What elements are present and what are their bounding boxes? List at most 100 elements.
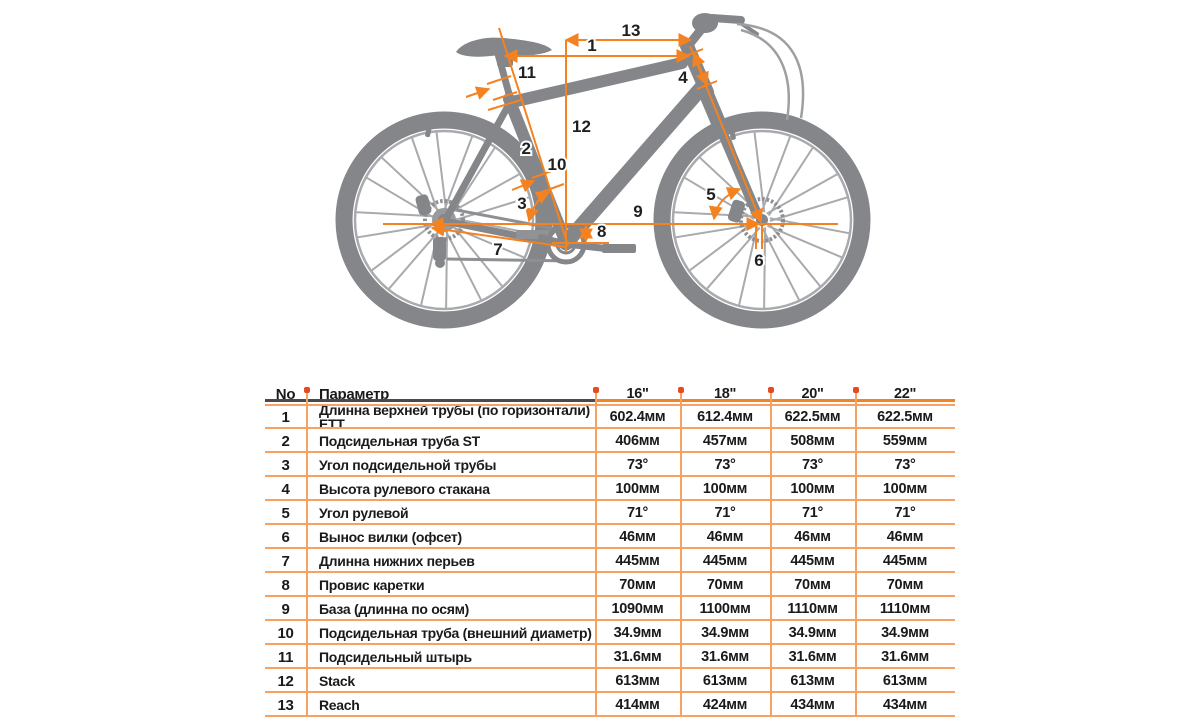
row-param: База (длинна по осям) [319, 601, 470, 617]
row-param: Провис каретки [319, 577, 425, 593]
seat-tube [503, 93, 572, 249]
column-divider [770, 388, 772, 717]
cell: 100мм [790, 480, 835, 497]
cell: 71° [714, 504, 736, 521]
cell: 613мм [615, 672, 660, 689]
dim-label-3: 3 [517, 194, 526, 213]
cell: 1110мм [879, 600, 931, 617]
cell: 73° [626, 456, 649, 473]
cell: 1110мм [787, 600, 838, 617]
cell: 46мм [706, 528, 744, 545]
cell: 31.6мм [701, 648, 749, 665]
rear-wheel [335, 111, 553, 329]
cockpit [456, 13, 805, 121]
cell: 71° [801, 504, 824, 521]
cell: 622.5мм [877, 408, 933, 425]
top-tube [506, 57, 688, 108]
header-size-20: 20" [801, 385, 824, 402]
header-underline-orange [595, 399, 955, 402]
row-no: 4 [281, 480, 290, 498]
row-param: Длинна нижних перьев [319, 553, 475, 569]
geometry-table: No Параметр 16" 18" 20" 22" 1 Длинна вер… [265, 383, 955, 719]
header-underline-full [265, 404, 955, 406]
dim-label-7: 7 [493, 240, 502, 259]
saddle [456, 37, 552, 57]
row-no: 1 [281, 408, 290, 426]
front-wheel [653, 111, 871, 329]
geometry-table-grid: No Параметр 16" 18" 20" 22" 1 Длинна вер… [265, 383, 955, 719]
cell: 434мм [790, 696, 835, 713]
cell: 445мм [615, 552, 660, 569]
row-no: 13 [277, 696, 294, 714]
cell: 613мм [790, 672, 835, 689]
column-dot-icon [678, 387, 684, 393]
cell: 70мм [619, 576, 656, 593]
cell: 34.9мм [613, 624, 662, 641]
cell: 73° [894, 456, 916, 473]
pedal [602, 244, 636, 253]
row-param: Высота рулевого стакана [319, 481, 490, 497]
cell: 445мм [790, 552, 835, 569]
header-size-18: 18" [713, 385, 737, 402]
cell: 434мм [882, 696, 928, 713]
row-no: 3 [281, 456, 290, 474]
row-no: 7 [281, 552, 290, 570]
cell: 406мм [615, 432, 660, 449]
dim-label-8: 8 [597, 222, 606, 241]
row-param: Угол рулевой [319, 505, 409, 521]
row-param: Подсидельная труба ST [319, 433, 480, 449]
cell: 445мм [702, 552, 748, 569]
cell: 70мм [706, 576, 744, 593]
header-size-16: 16" [626, 385, 649, 402]
cell: 100мм [702, 480, 748, 497]
dim-label-9: 9 [633, 202, 642, 221]
dim-3-seatangle-arc [525, 191, 551, 223]
cell: 31.6мм [881, 648, 929, 665]
dim-label-10: 10 [548, 155, 567, 174]
row-param: Длинна верхней трубы (по горизонтали) ET… [319, 402, 590, 432]
row-no: 8 [281, 576, 290, 594]
dim-label-12: 12 [572, 117, 591, 136]
column-dot-icon [304, 387, 310, 393]
header-param: Параметр [319, 385, 389, 403]
cell: 73° [801, 456, 824, 473]
dimension-labels: 1 2 3 4 5 6 7 8 9 10 11 12 13 [491, 19, 765, 272]
row-no: 2 [281, 432, 290, 450]
fork-lower [711, 113, 762, 219]
cell: 622.5мм [784, 408, 841, 425]
dim-label-13: 13 [622, 21, 641, 40]
cell: 34.9мм [788, 624, 837, 641]
dim-2-seattube-line [498, 27, 569, 247]
cell: 414мм [615, 696, 660, 713]
column-divider [306, 388, 308, 717]
row-param: Вынос вилки (офсет) [319, 529, 462, 545]
dim-label-11: 11 [518, 63, 536, 82]
cell: 73° [714, 456, 736, 473]
rear-derailleur [433, 237, 446, 261]
column-divider [855, 388, 857, 717]
cell: 424мм [702, 696, 748, 713]
row-no: 5 [281, 504, 290, 522]
rear-brake-caliper [415, 194, 432, 216]
cell: 70мм [794, 576, 831, 593]
cell: 1090мм [611, 600, 664, 617]
cell: 34.9мм [881, 624, 929, 641]
cell: 46мм [794, 528, 831, 545]
row-param: Reach [319, 697, 360, 713]
cell: 613мм [702, 672, 748, 689]
row-no: 10 [277, 624, 294, 642]
cell: 31.6мм [613, 648, 662, 665]
cell: 100мм [615, 480, 660, 497]
cell: 71° [894, 504, 916, 521]
dim-label-1: 1 [587, 36, 596, 55]
bike-geometry-diagram: 1 2 3 4 5 6 7 8 9 10 11 12 13 [335, 13, 871, 329]
steering-axis-line [689, 45, 763, 224]
column-dot-icon [593, 387, 599, 393]
dim-label-6: 6 [754, 251, 763, 270]
stem [683, 26, 705, 51]
cell: 70мм [886, 576, 924, 593]
row-param: Угол подсидельной трубы [319, 457, 497, 473]
row-no: 6 [281, 528, 290, 546]
cell: 34.9мм [701, 624, 749, 641]
dim-label-4: 4 [678, 68, 688, 87]
